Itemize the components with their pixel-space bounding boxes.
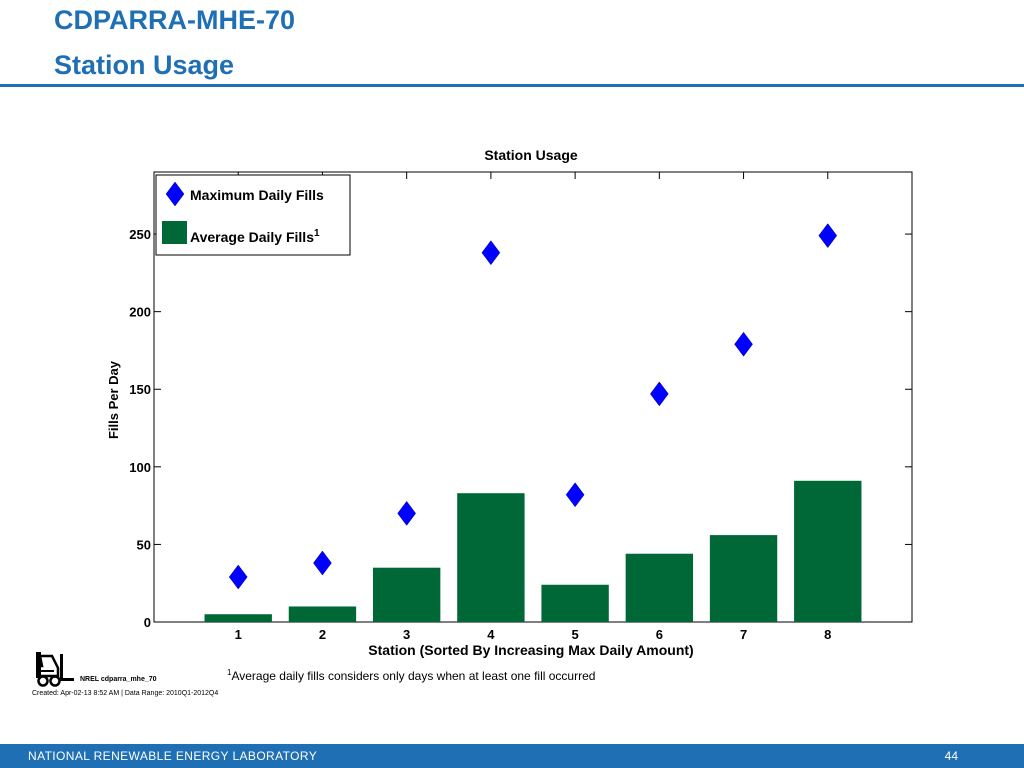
created-info: Created: Apr-02-13 8:52 AM | Data Range:…	[32, 690, 219, 697]
x-axis-label: Station (Sorted By Increasing Max Daily …	[368, 642, 693, 658]
footnote-marker: 1	[227, 668, 232, 677]
max-point-station-5	[565, 482, 585, 508]
forklift-icon	[36, 652, 74, 687]
chart-title: Station Usage	[484, 147, 578, 163]
max-point-station-7	[734, 331, 753, 357]
legend-label-avg-superscript: 1	[314, 228, 320, 239]
legend-bar-swatch	[162, 221, 187, 244]
plot-frame	[153, 171, 913, 623]
footer-bar: NATIONAL RENEWABLE ENERGY LABORATORY 44	[0, 744, 1024, 768]
page-number: 44	[944, 749, 958, 763]
slide-title: CDPARRA-MHE-70	[54, 5, 296, 35]
slide-subtitle: Station Usage	[54, 50, 235, 80]
legend-label-max: Maximum Daily Fills	[190, 187, 324, 203]
x-tick-label-6: 6	[656, 627, 663, 642]
max-point-station-2	[313, 550, 332, 576]
title-divider	[0, 84, 1024, 87]
bar-station-3	[372, 567, 441, 622]
max-point-station-8	[818, 223, 838, 249]
x-tick-label-3: 3	[403, 627, 410, 642]
x-tick-label-7: 7	[740, 627, 747, 642]
station-usage-chart: Station Usage Fills Per Day Station (Sor…	[106, 147, 913, 658]
max-point-station-4	[481, 240, 501, 266]
max-point-station-3	[397, 500, 416, 526]
bar-station-2	[288, 606, 357, 622]
legend-label-avg: Average Daily Fills	[190, 229, 314, 245]
y-axis-label: Fills Per Day	[106, 360, 121, 439]
bar-station-5	[541, 584, 609, 622]
svg-text:Average Daily Fills1: Average Daily Fills1	[190, 228, 320, 245]
y-tick-label-200: 200	[129, 305, 151, 320]
footnote: 1Average daily fills considers only days…	[227, 668, 595, 683]
footnote-text: Average daily fills considers only days …	[231, 669, 596, 683]
max-point-station-1	[228, 564, 248, 590]
legend-box	[155, 174, 351, 256]
bar-station-8	[794, 480, 862, 622]
footer-lab-name: NATIONAL RENEWABLE ENERGY LABORATORY	[28, 749, 318, 763]
x-tick-label-1: 1	[235, 627, 242, 642]
x-tick-label-5: 5	[571, 627, 578, 642]
y-tick-label-250: 250	[129, 227, 151, 242]
nrel-vehicle-id: NREL cdparra_mhe_70	[80, 676, 157, 683]
chart-legend: Maximum Daily Fills Average Daily Fills1	[155, 174, 351, 256]
bar-station-6	[625, 553, 694, 622]
x-tick-label-4: 4	[487, 627, 495, 642]
legend-diamond-icon	[165, 181, 185, 207]
x-tick-label-8: 8	[824, 627, 831, 642]
y-tick-label-0: 0	[144, 615, 151, 630]
y-tick-label-100: 100	[129, 460, 151, 475]
x-tick-label-2: 2	[319, 627, 326, 642]
bar-station-4	[457, 493, 525, 622]
max-point-station-6	[650, 381, 669, 407]
bar-station-1	[204, 614, 272, 622]
y-tick-label-150: 150	[129, 382, 151, 397]
y-tick-label-50: 50	[137, 537, 151, 552]
bar-station-7	[709, 535, 778, 622]
